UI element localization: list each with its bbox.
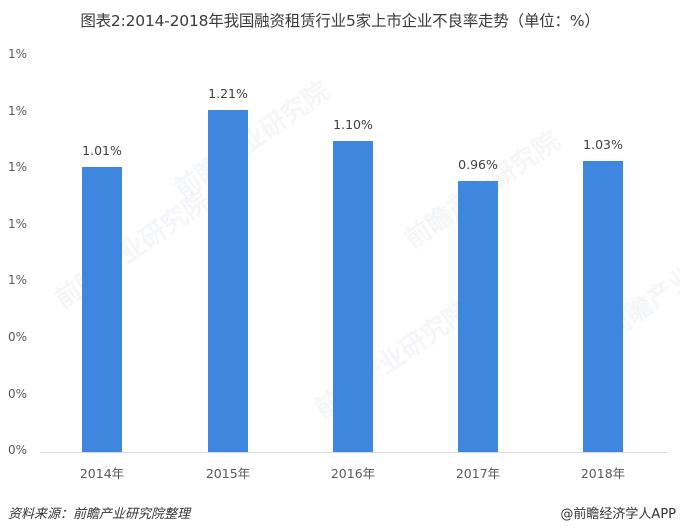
bar-value-label: 0.96% bbox=[458, 157, 498, 172]
y-tick-label: 1% bbox=[8, 104, 28, 118]
x-tick-label: 2015年 bbox=[205, 466, 251, 481]
y-tick-label: 1% bbox=[8, 273, 28, 287]
y-tick-label: 1% bbox=[8, 217, 28, 231]
watermark: 前瞻产业研究院 bbox=[309, 296, 476, 426]
bar-2018 bbox=[583, 161, 623, 452]
y-tick-label: 0% bbox=[8, 443, 28, 457]
x-tick-label: 2016年 bbox=[330, 466, 376, 481]
bar-value-label: 1.21% bbox=[208, 86, 248, 101]
bar-2015 bbox=[208, 110, 248, 452]
bar-2014 bbox=[82, 167, 122, 452]
y-tick-label: 0% bbox=[8, 387, 28, 401]
x-axis-line bbox=[40, 452, 667, 453]
y-tick-label: 1% bbox=[8, 160, 28, 174]
watermark: 前瞻产业研究院 bbox=[49, 186, 216, 316]
bar-value-label: 1.10% bbox=[333, 117, 373, 132]
y-tick-label: 0% bbox=[8, 330, 28, 344]
bar-value-label: 1.01% bbox=[82, 143, 122, 158]
x-tick-label: 2014年 bbox=[79, 466, 125, 481]
credit-note: @前瞻经济学人APP bbox=[560, 507, 676, 522]
chart-title: 图表2:2014-2018年我国融资租赁行业5家上市企业不良率走势（单位：%） bbox=[80, 12, 600, 30]
source-note: 资料来源：前瞻产业研究院整理 bbox=[8, 507, 191, 522]
x-tick-label: 2017年 bbox=[455, 466, 501, 481]
y-tick-label: 1% bbox=[8, 47, 28, 61]
bar-2017 bbox=[458, 181, 498, 452]
x-tick-label: 2018年 bbox=[580, 466, 626, 481]
bar-value-label: 1.03% bbox=[583, 137, 623, 152]
bar-2016 bbox=[333, 141, 373, 452]
